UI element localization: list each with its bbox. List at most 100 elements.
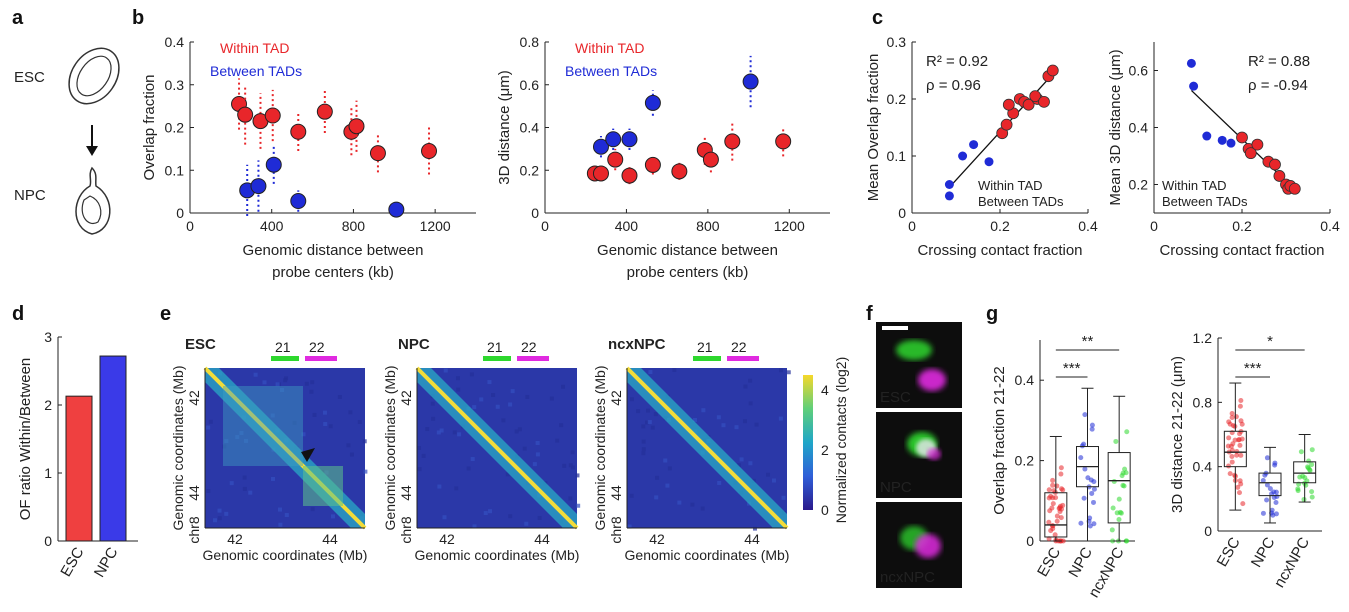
box <box>1293 461 1317 484</box>
sample-point <box>1264 482 1270 488</box>
map-noise <box>421 453 426 458</box>
x-tick-label: 0 <box>186 218 194 234</box>
x-tick-label: 800 <box>342 218 366 234</box>
sample-point <box>1116 516 1122 522</box>
sample-point <box>1116 496 1122 502</box>
data-point <box>1189 81 1199 91</box>
map-noise <box>514 429 519 434</box>
map-noise <box>535 440 540 445</box>
significance-label: *** <box>1063 360 1081 377</box>
y-tick-label: 0.1 <box>887 148 907 164</box>
sample-point <box>1239 436 1245 442</box>
y-tick-label: 0.8 <box>1193 394 1213 410</box>
chrom-label: chr8 <box>398 516 414 543</box>
sample-point <box>1238 481 1244 487</box>
map-noise <box>505 472 510 477</box>
x-tick-label: 0 <box>908 218 916 234</box>
panel-label-f: f <box>866 303 873 325</box>
x-axis-title: Genomic distance between <box>243 242 424 259</box>
map-noise <box>349 452 354 457</box>
map-noise <box>508 514 513 519</box>
probe-label-21: 21 <box>275 339 291 355</box>
sample-point <box>1119 473 1125 479</box>
y-tick-label: 42 <box>186 390 202 406</box>
sample-point <box>1091 521 1097 527</box>
probe-bar-21 <box>483 356 511 361</box>
panel-d-bar-chart: 0 1 2 3 ESC NPC OF ratio Within/Between <box>17 329 138 580</box>
map-noise <box>748 378 753 383</box>
sample-point <box>1233 414 1239 420</box>
sample-point <box>1053 495 1059 501</box>
panel-label-a: a <box>12 7 24 29</box>
data-point <box>607 151 624 168</box>
sample-point <box>1078 520 1084 526</box>
map-noise <box>717 480 722 485</box>
map-noise <box>242 475 247 480</box>
sample-point <box>1309 489 1315 495</box>
y-axis-title: Genomic coordinates (Mb) <box>592 366 608 531</box>
sample-point <box>1272 460 1278 466</box>
map-noise <box>239 430 244 435</box>
sample-point <box>1052 532 1058 538</box>
map-noise <box>629 493 634 498</box>
map-noise <box>235 435 240 440</box>
x-axis-title: Crossing contact fraction <box>1159 242 1324 259</box>
map-noise <box>278 522 283 527</box>
panel-a-schematic: ESC NPC <box>14 47 120 235</box>
y-tick-label: 0 <box>1204 523 1212 539</box>
data-point <box>1202 131 1212 141</box>
probe-bar-22 <box>305 356 337 361</box>
map-noise <box>677 500 682 505</box>
map-noise <box>275 382 280 387</box>
data-point <box>742 73 759 90</box>
map-noise <box>328 424 333 429</box>
data-point <box>621 167 638 184</box>
map-noise <box>454 486 459 491</box>
colorbar-tick-label: 0 <box>821 502 829 518</box>
map-noise <box>742 419 747 424</box>
x-tick-label: 1200 <box>420 218 451 234</box>
sample-point <box>1049 505 1055 511</box>
map-noise <box>739 457 744 462</box>
data-point <box>1038 95 1050 108</box>
legend-between: Between TADs <box>565 63 657 79</box>
map-noise <box>248 490 253 495</box>
y-tick-label: 44 <box>608 485 624 501</box>
sample-point <box>1089 490 1095 496</box>
data-point <box>1046 64 1059 77</box>
sample-point <box>1054 483 1060 489</box>
tile-label: NPC <box>880 479 912 496</box>
map-noise <box>452 430 457 435</box>
y-tick-label: 0.2 <box>1015 453 1035 469</box>
scale-bar <box>882 326 908 330</box>
npc-label: NPC <box>14 187 46 204</box>
map-noise <box>224 511 229 516</box>
panel-letters: a b c d e f g <box>12 7 998 325</box>
map-noise <box>525 394 530 399</box>
y-tick-label: 0 <box>898 205 906 221</box>
probe-label-22: 22 <box>731 339 747 355</box>
panel-label-g: g <box>986 303 998 325</box>
legend-between: Between TADs <box>1162 194 1248 209</box>
y-tick-label: 0.3 <box>165 77 185 93</box>
sample-point <box>1239 421 1245 427</box>
sample-point <box>1079 443 1085 449</box>
map-noise <box>716 415 721 420</box>
map-noise <box>270 413 275 418</box>
sample-point <box>1113 438 1119 444</box>
map-noise <box>437 484 442 489</box>
sample-point <box>1089 426 1095 432</box>
map-noise <box>549 396 554 401</box>
x-tick-label: 42 <box>227 531 243 547</box>
map-noise <box>425 427 430 432</box>
data-point <box>250 178 267 195</box>
sample-point <box>1237 442 1243 448</box>
sample-point <box>1238 398 1244 404</box>
sample-point <box>1089 422 1095 428</box>
map-noise <box>532 462 537 467</box>
y-tick-label: 42 <box>608 390 624 406</box>
map-noise <box>479 397 484 402</box>
significance-label: * <box>1267 333 1273 350</box>
